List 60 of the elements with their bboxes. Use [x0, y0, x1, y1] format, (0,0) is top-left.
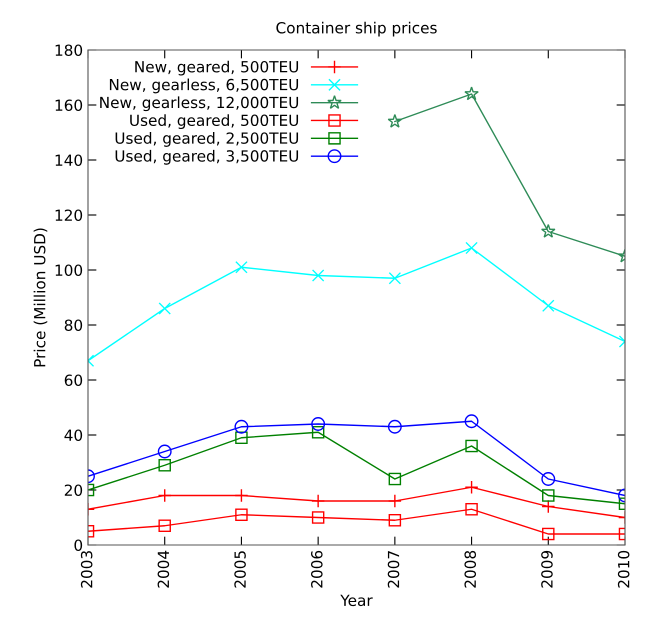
point: [312, 269, 324, 282]
legend-label: Used, geared, 2,500TEU: [116, 132, 298, 147]
point: [388, 472, 402, 486]
y-tick-label: 180: [56, 44, 82, 56]
point: [542, 300, 555, 312]
legend-label: New, gearless, 6,500TEU: [110, 78, 298, 94]
point: [158, 488, 172, 502]
x-tick-label: 2004: [158, 550, 170, 588]
x-tick-label: 2007: [388, 551, 400, 588]
point: [388, 514, 402, 526]
point: [464, 86, 479, 100]
y-tick-label: 160: [56, 99, 82, 112]
x-tick-label: 2006: [311, 550, 323, 588]
y-tick-label: 60: [64, 374, 82, 386]
point: [464, 414, 479, 428]
legend-label: Used, geared, 3,500TEU: [116, 150, 298, 165]
point: [542, 489, 555, 502]
x-tick-label: 2005: [234, 551, 246, 588]
legend-label: Used, geared, 500TEU: [130, 114, 298, 130]
y-tick-label: 100: [56, 264, 82, 276]
y-tick-label: 80: [64, 319, 82, 332]
point: [465, 242, 478, 254]
legend-label: New, gearless, 12,000TEU: [100, 96, 298, 112]
point: [311, 417, 326, 431]
point: [541, 500, 556, 514]
y-tick-label: 20: [64, 484, 82, 496]
point: [235, 261, 248, 274]
point: [158, 520, 171, 532]
y-tick-label: 0: [74, 539, 82, 552]
point: [542, 528, 555, 540]
point: [235, 432, 248, 444]
point: [465, 440, 478, 452]
point: [234, 420, 248, 434]
point: [158, 444, 172, 458]
x-axis-title: Year: [340, 594, 373, 606]
x-tick-label: 2010: [618, 550, 630, 588]
point: [312, 426, 324, 438]
point: [464, 480, 479, 494]
point: [388, 494, 402, 508]
y-tick-label: 140: [56, 154, 82, 166]
point: [158, 459, 171, 472]
y-axis-title: Price (Million USD): [34, 228, 48, 366]
point: [388, 420, 402, 434]
point: [311, 494, 326, 508]
legend-label: New, geared, 500TEU: [135, 60, 298, 76]
point: [234, 488, 248, 502]
point: [540, 224, 556, 238]
point: [158, 302, 171, 315]
point: [388, 272, 402, 284]
point: [388, 114, 402, 128]
point: [541, 472, 556, 486]
x-tick-label: 2009: [541, 550, 553, 588]
point: [235, 508, 248, 521]
x-tick-label: 2008: [464, 550, 476, 588]
x-tick-label: 2003: [80, 551, 92, 588]
y-tick-label: 40: [64, 429, 82, 442]
point: [312, 511, 324, 524]
y-tick-label: 120: [56, 209, 82, 222]
point: [465, 503, 478, 516]
chart-title: Container ship prices: [276, 22, 437, 37]
